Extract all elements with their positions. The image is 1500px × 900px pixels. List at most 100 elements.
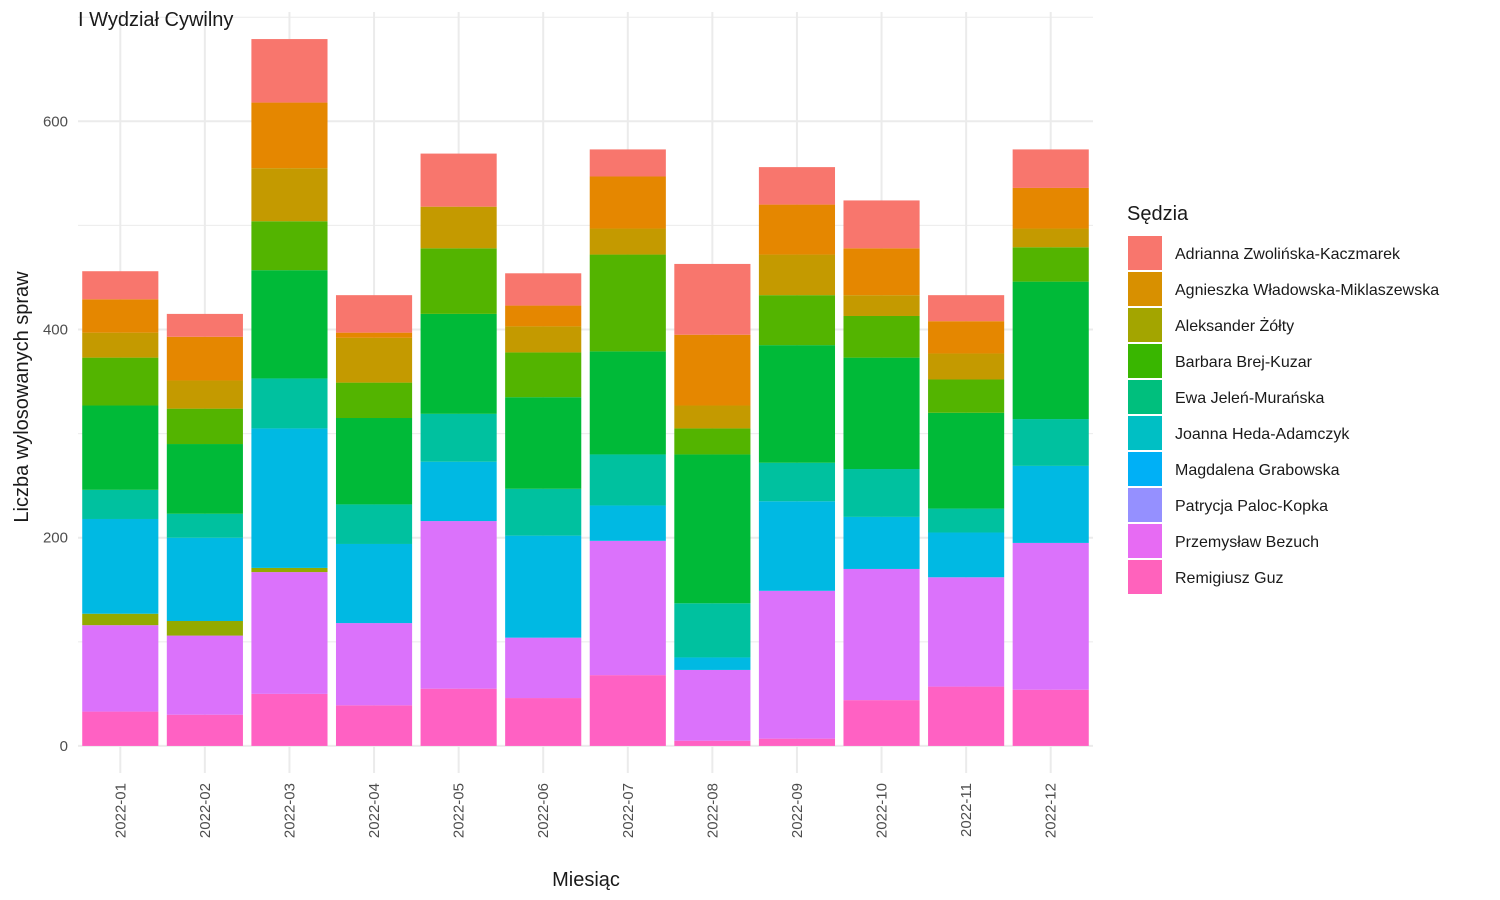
legend-swatch [1128, 488, 1162, 522]
bar-segment [82, 299, 159, 333]
bar-segment [251, 270, 328, 379]
bar-segment [674, 669, 751, 741]
legend-label: Aleksander Żółty [1175, 316, 1294, 335]
x-tick-label: 2022-08 [704, 783, 721, 838]
bar-segment [928, 532, 1005, 578]
x-axis-title: Miesiąc [552, 869, 620, 891]
bar-segment [420, 313, 497, 414]
bar-segment [843, 248, 920, 296]
bar-segment [82, 332, 159, 358]
x-tick-label: 2022-05 [451, 783, 468, 838]
bar-segment [1012, 281, 1089, 420]
legend-swatch [1128, 452, 1162, 486]
bar-segment [166, 336, 243, 381]
bar-segment [674, 657, 751, 670]
bar-segment [928, 379, 1005, 413]
bar-segment [674, 334, 751, 406]
legend-label: Adrianna Zwolińska-Kaczmarek [1175, 246, 1401, 263]
bar-segment [843, 200, 920, 249]
bar-segment [674, 428, 751, 455]
bar-segment [505, 305, 582, 327]
bar-segment [82, 613, 159, 626]
bar-segment [758, 295, 836, 346]
bar-segment [505, 273, 582, 306]
bar-segment [1012, 419, 1089, 466]
x-tick-label: 2022-01 [112, 783, 129, 838]
bar-segment [843, 700, 920, 746]
bar-segment [843, 469, 920, 517]
bar-segment [589, 351, 666, 455]
bar-segment [420, 153, 497, 207]
bar-segment [589, 675, 666, 746]
bar-segment [1012, 689, 1089, 746]
x-tick-label: 2022-07 [620, 783, 637, 838]
bar-segment [1012, 247, 1089, 282]
legend-swatch [1128, 308, 1162, 342]
bar-segment [674, 603, 751, 658]
bar-segment [251, 567, 328, 573]
bar-segment [843, 357, 920, 470]
bar-segment [589, 228, 666, 255]
bar-segment [589, 505, 666, 541]
legend-swatch [1128, 380, 1162, 414]
bar-segment [505, 637, 582, 699]
bar-segment [758, 462, 836, 502]
bars [82, 39, 1089, 746]
bar-segment [82, 711, 159, 746]
bar-segment [166, 635, 243, 715]
bar-segment [82, 625, 159, 712]
bar-segment [335, 504, 413, 544]
bar-segment [758, 204, 836, 255]
legend-label: Przemysław Bezuch [1175, 534, 1319, 551]
bar-segment [1012, 149, 1089, 188]
bar-segment [1012, 228, 1089, 248]
bar-segment [758, 738, 836, 746]
bar-segment [251, 693, 328, 746]
bar-segment [928, 295, 1005, 322]
bar-segment [674, 263, 751, 335]
legend-swatch [1128, 560, 1162, 594]
bar-segment [758, 501, 836, 591]
legend-title: Sędzia [1127, 203, 1189, 225]
chart-title: I Wydział Cywilny [78, 9, 233, 31]
y-tick-label: 600 [43, 113, 68, 130]
bar-segment [166, 513, 243, 538]
bar-segment [251, 572, 328, 694]
x-tick-labels: 2022-01 2022-02 2022-03 2022-04 2022-05 2022-… [112, 783, 1059, 838]
bar-segment [166, 380, 243, 409]
bar-segment [82, 518, 159, 614]
y-tick-label: 200 [43, 530, 68, 547]
bar-segment [251, 39, 328, 103]
legend: Sędzia Adrianna Zwolińska-Kaczmarek Agnie… [1127, 203, 1439, 594]
x-tick-label: 2022-11 [958, 783, 975, 837]
bar-segment [674, 405, 751, 429]
legend-label: Joanna Heda-Adamczyk [1175, 426, 1350, 443]
bar-segment [251, 378, 328, 429]
bar-segment [335, 623, 413, 706]
legend-swatch [1128, 524, 1162, 558]
bar-segment [928, 508, 1005, 533]
bar-segment [928, 321, 1005, 354]
x-tick-label: 2022-10 [874, 783, 891, 838]
legend-label: Agnieszka Władowska-Miklaszewska [1175, 282, 1439, 299]
bar-segment [505, 326, 582, 353]
x-tick-label: 2022-04 [366, 783, 383, 838]
bar-segment [1012, 465, 1089, 543]
bar-segment [843, 295, 920, 316]
bar-segment [505, 488, 582, 536]
bar-segment [928, 353, 1005, 380]
bar-segment [420, 688, 497, 746]
bar-segment [335, 705, 413, 746]
bar-segment [505, 698, 582, 746]
bar-segment [1012, 187, 1089, 229]
bar-segment [166, 537, 243, 622]
bar-segment [758, 254, 836, 296]
bar-segment [82, 357, 159, 406]
bar-segment [335, 295, 413, 333]
bar-segment [251, 221, 328, 271]
bar-segment [589, 454, 666, 506]
x-tick-label: 2022-12 [1043, 783, 1060, 838]
legend-swatch [1128, 236, 1162, 270]
bar-segment [420, 413, 497, 462]
